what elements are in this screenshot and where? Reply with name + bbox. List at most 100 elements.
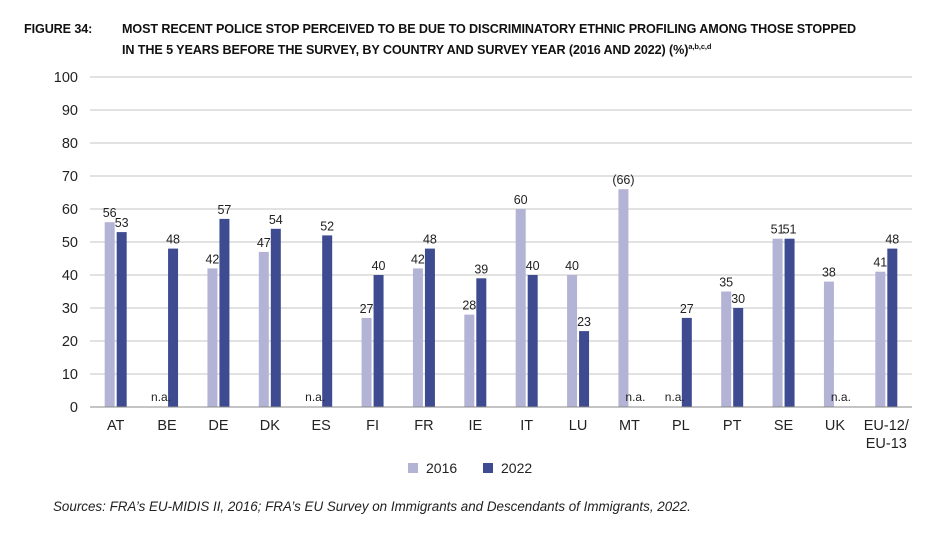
bar-label-at-2016: 56 xyxy=(103,206,117,220)
bar-label-at-2022: 53 xyxy=(115,216,129,230)
y-tick-label: 30 xyxy=(62,301,78,317)
bar-eu-12-eu-13-2016 xyxy=(875,271,886,407)
bar-label-uk-2016: 38 xyxy=(822,266,836,280)
bar-ie-2022 xyxy=(476,278,487,407)
figure-label: FIGURE 34: xyxy=(24,22,93,36)
bar-at-2016 xyxy=(104,222,115,407)
bar-label-fr-2016: 42 xyxy=(411,252,425,266)
figure-title: FIGURE 34: MOST RECENT POLICE STOP PERCE… xyxy=(24,21,924,59)
bar-pl-2022 xyxy=(681,317,692,407)
bar-eu-12-eu-13-2022 xyxy=(887,248,898,407)
figure-title-line2: IN THE 5 YEARS BEFORE THE SURVEY, BY COU… xyxy=(122,43,689,57)
bar-se-2022 xyxy=(784,238,795,407)
bar-pt-2022 xyxy=(733,308,744,407)
x-tick-label: BE xyxy=(157,418,177,434)
figure-title-line1: MOST RECENT POLICE STOP PERCEIVED TO BE … xyxy=(122,22,857,36)
x-tick-label: PT xyxy=(723,418,742,434)
bar-label-se-2016: 51 xyxy=(771,223,785,237)
bar-label-pt-2022: 30 xyxy=(731,292,745,306)
figure-title-text: MOST RECENT POLICE STOP PERCEIVED TO BE … xyxy=(122,21,924,59)
bar-dk-2016 xyxy=(258,251,269,407)
x-tick-label: DK xyxy=(260,418,280,434)
bar-label-fi-2022: 40 xyxy=(372,259,386,273)
bar-label-eu-12-eu-13-2022: 48 xyxy=(885,233,899,247)
legend-swatch-2022 xyxy=(483,463,493,473)
x-tick-label: MT xyxy=(619,418,640,434)
x-tick-label: SE xyxy=(774,418,794,434)
bar-label-lu-2022: 23 xyxy=(577,315,591,329)
x-tick-label: FR xyxy=(414,418,433,434)
figure-title-footnotes: a,b,c,d xyxy=(688,42,712,51)
bar-fi-2022 xyxy=(373,275,384,407)
bar-label-pt-2016: 35 xyxy=(719,276,733,290)
bar-es-2022 xyxy=(322,235,333,407)
x-tick-label: UK xyxy=(825,418,845,434)
bar-label-be-2022: 48 xyxy=(166,233,180,247)
bar-label-de-2022: 57 xyxy=(217,203,231,217)
y-tick-label: 20 xyxy=(62,334,78,350)
bar-uk-2016 xyxy=(823,281,834,407)
bar-label-mt-2016: (66) xyxy=(612,173,634,187)
bar-label-fi-2016: 27 xyxy=(360,302,374,316)
x-tick-label: EU-13 xyxy=(866,436,907,452)
bar-de-2016 xyxy=(207,268,218,407)
bars xyxy=(104,189,898,407)
na-label-mt-2022: n.a. xyxy=(625,390,645,404)
bar-dk-2022 xyxy=(270,228,281,407)
na-label-be-2016: n.a. xyxy=(151,390,171,404)
legend-swatch-2016 xyxy=(408,463,418,473)
y-tick-label: 90 xyxy=(62,103,78,119)
bar-label-eu-12-eu-13-2016: 41 xyxy=(873,256,887,270)
bar-label-it-2016: 60 xyxy=(514,193,528,207)
y-tick-label: 100 xyxy=(54,70,78,86)
bar-mt-2016 xyxy=(618,189,629,407)
y-tick-label: 60 xyxy=(62,202,78,218)
na-label-pl-2016: n.a. xyxy=(665,390,685,404)
bar-label-se-2022: 51 xyxy=(783,223,797,237)
y-tick-label: 50 xyxy=(62,235,78,251)
bar-it-2016 xyxy=(515,209,526,407)
na-label-es-2016: n.a. xyxy=(305,390,325,404)
x-tick-label: FI xyxy=(366,418,379,434)
x-tick-label: PL xyxy=(672,418,690,434)
x-tick-label: ES xyxy=(312,418,331,434)
bar-label-dk-2016: 47 xyxy=(257,236,271,250)
bar-label-lu-2016: 40 xyxy=(565,259,579,273)
legend-label-2022: 2022 xyxy=(501,460,533,476)
bar-de-2022 xyxy=(219,218,230,407)
bar-label-dk-2022: 54 xyxy=(269,213,283,227)
bar-label-ie-2016: 28 xyxy=(462,299,476,313)
bar-label-de-2016: 42 xyxy=(205,252,219,266)
bar-it-2022 xyxy=(527,275,538,407)
bar-label-it-2022: 40 xyxy=(526,259,540,273)
y-tick-label: 10 xyxy=(62,367,78,383)
x-tick-label: IT xyxy=(520,418,533,434)
bar-lu-2022 xyxy=(579,331,590,407)
y-tick-label: 80 xyxy=(62,136,78,152)
bar-fr-2022 xyxy=(424,248,435,407)
y-tick-label: 0 xyxy=(70,400,78,416)
legend-label-2016: 2016 xyxy=(426,460,458,476)
y-axis: 0 10 20 30 40 50 60 70 80 90 100 xyxy=(54,70,78,416)
bar-be-2022 xyxy=(168,248,179,407)
bar-fr-2016 xyxy=(412,268,423,407)
bar-se-2016 xyxy=(772,238,783,407)
x-tick-label: IE xyxy=(468,418,482,434)
bar-label-es-2022: 52 xyxy=(320,219,334,233)
x-axis: AT BE DE DK ES FI FR IE IT LU MT PL PT SE UK EU-12/EU-1… xyxy=(90,406,912,452)
bar-label-pl-2022: 27 xyxy=(680,302,694,316)
source-note: Sources: FRA’s EU-MIDIS II, 2016; FRA’s … xyxy=(53,499,691,514)
bar-at-2022 xyxy=(116,232,127,407)
bar-lu-2016 xyxy=(567,275,578,407)
bar-label-ie-2022: 39 xyxy=(474,262,488,276)
x-tick-label: AT xyxy=(107,418,125,434)
bar-fi-2016 xyxy=(361,317,372,407)
na-label-uk-2022: n.a. xyxy=(831,390,851,404)
bar-label-fr-2022: 48 xyxy=(423,233,437,247)
y-tick-label: 40 xyxy=(62,268,78,284)
bar-ie-2016 xyxy=(464,314,475,407)
y-tick-label: 70 xyxy=(62,169,78,185)
x-tick-label: DE xyxy=(208,418,228,434)
